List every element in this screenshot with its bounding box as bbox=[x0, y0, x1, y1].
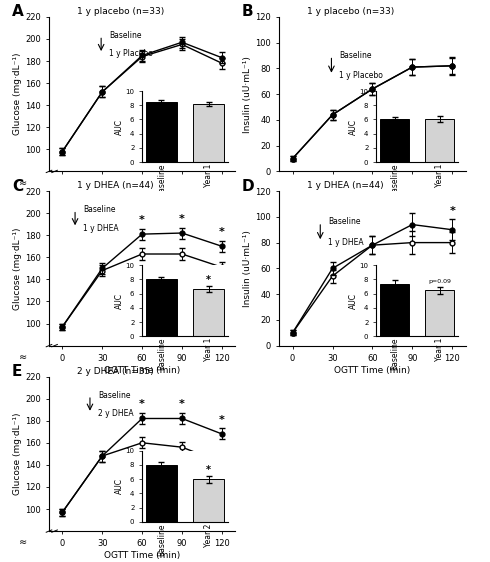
Text: *: * bbox=[219, 415, 225, 424]
Text: 1 y DHEA (n=44): 1 y DHEA (n=44) bbox=[77, 182, 153, 191]
Text: 1 y placebo (n=33): 1 y placebo (n=33) bbox=[307, 7, 394, 16]
Text: 1 y DHEA: 1 y DHEA bbox=[328, 238, 364, 247]
Text: *: * bbox=[179, 214, 185, 224]
X-axis label: OGTT Time (min): OGTT Time (min) bbox=[104, 366, 180, 375]
Text: 2 y DHEA: 2 y DHEA bbox=[98, 409, 134, 418]
Text: 1 y placebo (n=33): 1 y placebo (n=33) bbox=[77, 7, 164, 16]
Text: Baseline: Baseline bbox=[340, 51, 372, 60]
Text: D: D bbox=[242, 179, 255, 194]
Text: 1 y Placebo: 1 y Placebo bbox=[109, 49, 153, 58]
Text: C: C bbox=[12, 179, 23, 194]
Text: 1 y DHEA (n=44): 1 y DHEA (n=44) bbox=[307, 182, 384, 191]
Y-axis label: Glucose (mg·dL⁻¹): Glucose (mg·dL⁻¹) bbox=[13, 53, 22, 135]
Text: 1 y DHEA: 1 y DHEA bbox=[83, 224, 119, 233]
Y-axis label: Glucose (mg·dL⁻¹): Glucose (mg·dL⁻¹) bbox=[13, 227, 22, 310]
Text: Baseline: Baseline bbox=[109, 31, 142, 40]
Text: 1 y Placebo: 1 y Placebo bbox=[340, 71, 383, 80]
Text: Baseline: Baseline bbox=[328, 217, 361, 226]
X-axis label: OGTT Time (min): OGTT Time (min) bbox=[104, 551, 180, 560]
Text: B: B bbox=[242, 4, 254, 20]
Text: *: * bbox=[179, 399, 185, 409]
Y-axis label: Glucose (mg·dL⁻¹): Glucose (mg·dL⁻¹) bbox=[13, 413, 22, 495]
Text: Baseline: Baseline bbox=[98, 391, 130, 400]
Text: *: * bbox=[139, 399, 145, 409]
Text: ≈: ≈ bbox=[19, 178, 27, 188]
Y-axis label: Insulin (uU·mL⁻¹): Insulin (uU·mL⁻¹) bbox=[244, 56, 252, 133]
Text: A: A bbox=[12, 4, 24, 20]
Text: ≈: ≈ bbox=[19, 537, 27, 547]
Text: *: * bbox=[139, 215, 145, 225]
Text: E: E bbox=[12, 364, 22, 379]
Text: ≈: ≈ bbox=[19, 352, 27, 362]
Y-axis label: Insulin (uU·mL⁻¹): Insulin (uU·mL⁻¹) bbox=[244, 230, 252, 307]
Text: 2 y DHEA (n=35): 2 y DHEA (n=35) bbox=[77, 367, 154, 376]
Text: *: * bbox=[449, 206, 455, 216]
Text: Baseline: Baseline bbox=[83, 205, 116, 214]
X-axis label: OGTT Time (min): OGTT Time (min) bbox=[334, 366, 411, 375]
Text: *: * bbox=[219, 227, 225, 237]
